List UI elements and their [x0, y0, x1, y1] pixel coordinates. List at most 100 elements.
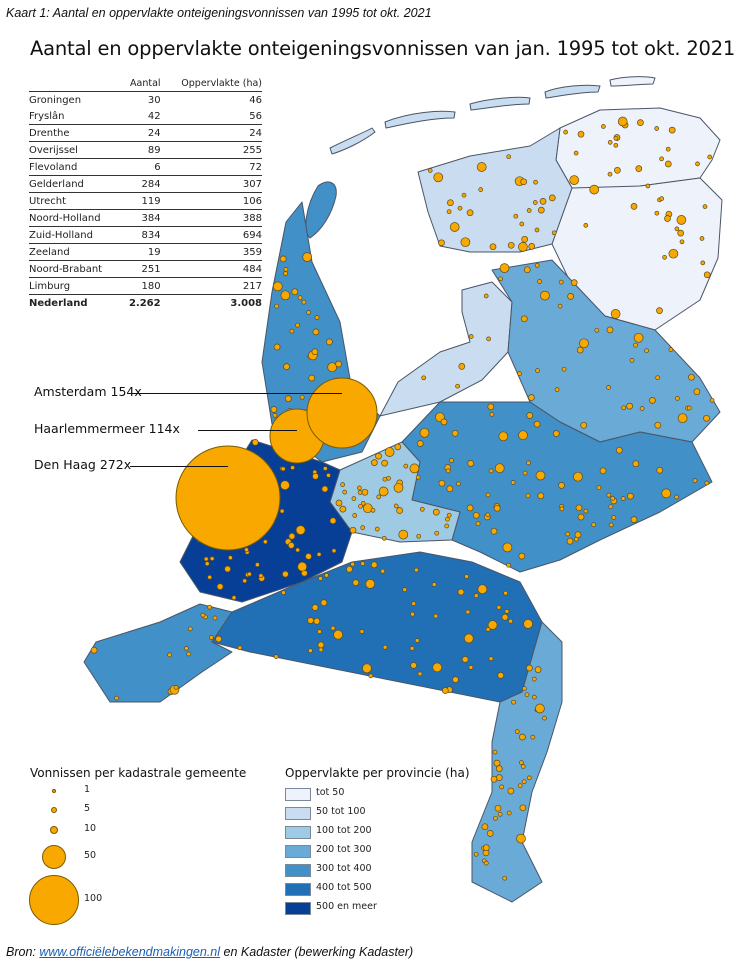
municipality-dot	[282, 570, 289, 578]
table-cell-aantal: 89	[120, 141, 161, 159]
municipality-dot	[295, 525, 306, 535]
legend-swatch	[285, 807, 311, 820]
municipality-dot	[184, 646, 189, 651]
municipality-dot	[311, 348, 319, 356]
municipality-dot	[458, 363, 466, 370]
municipality-dot	[637, 119, 644, 126]
municipality-dot	[307, 617, 314, 624]
municipality-dot	[591, 522, 597, 528]
municipality-dot	[703, 414, 710, 422]
municipality-dot	[664, 215, 671, 222]
municipality-dot	[299, 394, 305, 400]
table-cell-aantal: 119	[120, 192, 161, 210]
legend-area-label: 100 tot 200	[316, 825, 372, 836]
province-texel	[305, 181, 337, 239]
municipality-dot	[382, 476, 388, 482]
callout-haarlemmermeer: Haarlemmermeer 114x	[34, 421, 180, 436]
municipality-dot	[692, 478, 698, 483]
wadden-island	[544, 84, 601, 99]
wadden-island	[384, 110, 456, 129]
municipality-dot	[419, 427, 430, 438]
municipality-dot	[488, 468, 494, 474]
municipality-dot	[473, 851, 479, 857]
legend-area-label: 500 en meer	[316, 901, 377, 912]
municipality-dot	[460, 237, 471, 248]
municipality-dot	[365, 579, 376, 589]
municipality-dot	[457, 588, 465, 596]
source-link[interactable]: www.officiëlebekendmakingen.nl	[39, 945, 221, 959]
municipality-dot	[599, 467, 607, 475]
municipality-dot	[558, 279, 564, 285]
municipality-dot	[570, 279, 578, 286]
table-cell-oppervlakte: 255	[160, 141, 262, 159]
municipality-dot	[414, 567, 419, 573]
municipality-dot	[456, 481, 461, 487]
municipality-dot	[630, 516, 638, 523]
municipality-dot	[574, 531, 582, 539]
municipality-dot	[326, 473, 331, 478]
table-row: Gelderland 284 307	[29, 175, 262, 193]
municipality-dot	[203, 556, 209, 562]
table-cell-provincie: Drenthe	[29, 124, 121, 142]
municipality-dot	[614, 166, 621, 174]
table-cell-provincie: Gelderland	[29, 175, 121, 193]
municipality-dot	[384, 447, 395, 457]
municipality-dot	[290, 465, 295, 470]
municipality-dot	[620, 496, 626, 501]
municipality-dot	[576, 346, 584, 354]
table-cell-aantal: 384	[120, 209, 161, 227]
municipality-dot	[703, 271, 711, 279]
municipality-dot	[606, 385, 611, 390]
table-cell-aantal: 24	[120, 124, 161, 142]
municipality-dot	[279, 508, 285, 514]
municipality-dot	[539, 198, 547, 205]
municipality-dot	[346, 565, 353, 573]
municipality-dot	[301, 299, 307, 305]
municipality-dot	[339, 505, 347, 513]
municipality-dot	[409, 463, 420, 474]
table-row: Noord-Brabant 251 484	[29, 260, 262, 278]
municipality-dot	[535, 470, 546, 481]
municipality-dot	[358, 503, 363, 509]
municipality-dot	[432, 662, 443, 673]
municipality-dot	[487, 620, 498, 630]
municipality-dot	[207, 604, 212, 610]
area-legend-title: Oppervlakte per provincie (ha)	[285, 766, 470, 780]
municipality-dot	[279, 255, 287, 263]
municipality-dot	[659, 156, 664, 162]
municipality-dot	[520, 178, 528, 186]
municipality-dot	[668, 347, 674, 352]
municipality-dot	[494, 804, 502, 812]
figure-caption: Kaart 1: Aantal en oppervlakte onteigeni…	[6, 6, 432, 20]
legend-swatch	[285, 826, 311, 839]
municipality-dot	[228, 555, 233, 561]
municipality-dot	[360, 525, 366, 530]
municipality-dot	[523, 619, 533, 629]
municipality-dot	[410, 611, 415, 617]
municipality-dot	[504, 609, 510, 614]
municipality-dot	[522, 686, 527, 691]
municipality-dot	[438, 239, 445, 247]
municipality-dot	[224, 565, 231, 573]
municipality-dot	[333, 629, 343, 640]
municipality-dot	[655, 375, 661, 381]
municipality-dot	[621, 405, 627, 411]
municipality-dot	[563, 129, 568, 135]
municipality-dot	[317, 629, 322, 634]
column-header: Aantal	[130, 78, 161, 89]
table-cell-oppervlakte: 106	[160, 192, 262, 210]
municipality-dot	[508, 618, 513, 624]
municipality-dot	[335, 499, 343, 507]
municipality-dot	[476, 162, 487, 172]
municipality-dot	[695, 161, 700, 167]
municipality-dot	[635, 165, 643, 172]
municipality-dot	[335, 360, 342, 368]
municipality-dot	[318, 647, 324, 653]
municipality-dot	[534, 227, 540, 233]
municipality-dot	[378, 486, 389, 497]
municipality-dot	[316, 552, 322, 557]
municipality-dot	[477, 584, 488, 595]
municipality-dot	[463, 633, 474, 644]
municipality-dot	[324, 572, 329, 578]
municipality-dot	[242, 578, 248, 584]
